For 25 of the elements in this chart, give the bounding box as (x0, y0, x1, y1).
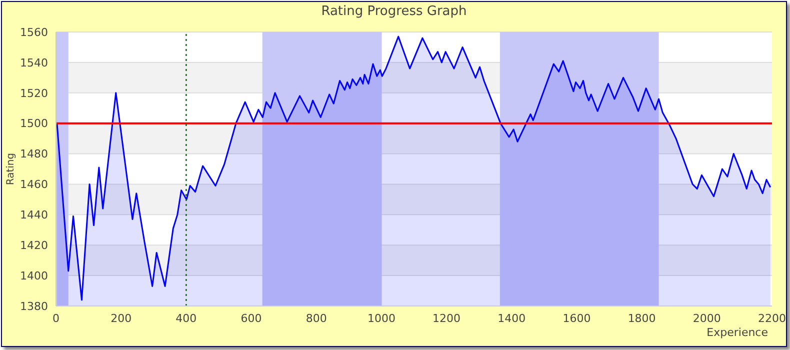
x-tick-label: 1600 (562, 312, 591, 325)
x-tick-label: 600 (240, 312, 262, 325)
y-tick-label: 1400 (20, 269, 48, 282)
x-tick-label: 1000 (367, 312, 396, 325)
x-tick-label: 200 (110, 312, 132, 325)
x-tick-label: 0 (52, 312, 60, 325)
y-axis-title: Rating (6, 152, 17, 186)
x-tick-label: 2000 (692, 312, 721, 325)
y-tick-label: 1420 (20, 239, 48, 252)
x-tick-label: 1200 (432, 312, 461, 325)
x-axis-title: Experience (706, 326, 768, 339)
x-tick-label: 2200 (758, 312, 786, 325)
x-tick-label: 400 (176, 312, 197, 325)
x-tick-label: 1800 (628, 312, 656, 325)
y-tick-label: 1440 (20, 208, 48, 222)
y-tick-label: 1520 (20, 86, 48, 100)
y-tick-label: 1380 (20, 300, 48, 313)
x-tick-label: 800 (306, 312, 327, 325)
y-tick-label: 1560 (20, 26, 48, 39)
chart-title: Rating Progress Graph (320, 4, 468, 19)
x-tick-label: 1400 (498, 312, 526, 325)
y-tick-label: 1500 (20, 117, 48, 130)
y-tick-label: 1460 (20, 178, 48, 192)
y-tick-label: 1540 (20, 56, 48, 70)
y-tick-label: 1480 (20, 148, 48, 161)
